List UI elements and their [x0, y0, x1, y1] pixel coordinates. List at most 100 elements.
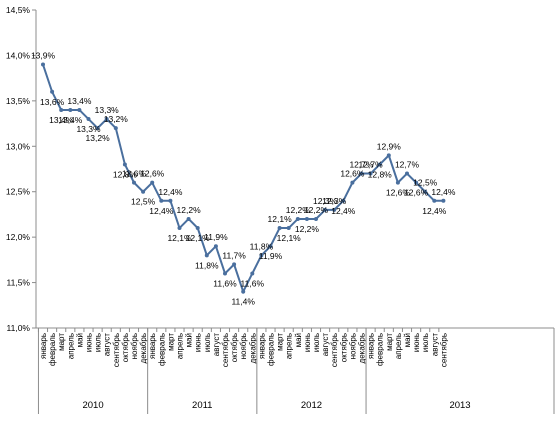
data-label: 12,5% [413, 178, 438, 188]
x-tick-label: август [212, 333, 221, 357]
data-label: 12,6% [140, 169, 165, 179]
data-point [341, 198, 346, 203]
x-tick-label: декабрь [139, 333, 148, 363]
data-point [277, 226, 282, 231]
data-point [104, 117, 109, 122]
x-tick-label: октябрь [121, 333, 130, 362]
data-label: 13,2% [86, 133, 111, 143]
y-tick-label: 12,0% [6, 232, 31, 242]
data-label: 12,3% [322, 196, 347, 206]
x-tick-label: сентябрь [330, 333, 339, 367]
data-label: 12,4% [158, 187, 183, 197]
x-tick-label: февраль [376, 333, 385, 366]
y-tick-label: 12,5% [6, 187, 31, 197]
x-tick-label: июль [312, 333, 321, 352]
x-tick-label: май [75, 333, 84, 347]
data-point [113, 126, 118, 131]
x-tick-label: апрель [176, 333, 185, 359]
x-tick-label: май [403, 333, 412, 347]
data-label: 13,6% [40, 97, 65, 107]
data-point [95, 126, 100, 131]
year-label: 2013 [449, 400, 470, 411]
data-point [241, 289, 246, 294]
y-tick-label: 11,0% [7, 323, 31, 333]
data-point [41, 62, 45, 67]
data-point [141, 189, 146, 194]
x-tick-label: декабрь [358, 333, 367, 363]
data-label: 12,8% [368, 169, 393, 179]
data-label: 11,9% [259, 251, 283, 261]
data-point [323, 207, 328, 212]
data-point [259, 253, 264, 258]
data-label: 12,2% [286, 205, 311, 215]
x-tick-label: август [103, 333, 112, 357]
data-point [250, 271, 255, 276]
year-label: 2012 [301, 400, 322, 411]
data-point [405, 171, 409, 176]
data-label: 12,2% [177, 205, 202, 215]
data-label: 13,3% [95, 105, 120, 115]
data-point [59, 107, 64, 112]
data-point [150, 180, 155, 185]
year-label: 2010 [82, 400, 103, 411]
data-point [168, 198, 173, 203]
data-label: 12,7% [349, 160, 374, 170]
data-point [423, 189, 428, 194]
data-point [50, 89, 55, 94]
x-tick-label: июль [203, 333, 212, 352]
data-label: 11,6% [213, 278, 237, 288]
data-point [359, 171, 364, 176]
year-label: 2011 [192, 400, 212, 411]
data-point [414, 180, 419, 185]
x-tick-label: январь [367, 333, 376, 359]
data-point [77, 107, 82, 112]
data-label: 12,6% [340, 169, 365, 179]
data-point [286, 226, 291, 231]
data-label: 12,5% [131, 197, 156, 207]
x-tick-label: март [57, 333, 66, 351]
x-tick-label: апрель [285, 333, 294, 359]
data-label: 12,7% [359, 160, 384, 170]
x-tick-label: февраль [157, 333, 166, 366]
data-point [232, 262, 237, 267]
x-tick-label: август [321, 333, 330, 357]
x-tick-label: октябрь [230, 333, 239, 362]
data-label: 12,8% [113, 169, 138, 179]
x-tick-label: апрель [66, 333, 75, 359]
data-label: 11,8% [250, 241, 274, 251]
data-point [186, 216, 191, 221]
data-label: 13,4% [58, 115, 83, 125]
x-tick-label: июнь [412, 333, 421, 352]
data-label: 12,6% [122, 169, 147, 179]
x-tick-label: сентябрь [112, 333, 121, 367]
data-point [368, 171, 373, 176]
data-label: 12,4% [422, 206, 447, 216]
x-tick-label: июнь [85, 333, 94, 352]
data-point [204, 253, 209, 258]
data-label: 12,4% [431, 187, 456, 197]
x-tick-label: ноябрь [239, 333, 248, 359]
y-tick-label: 13,0% [6, 141, 31, 151]
x-tick-label: февраль [48, 333, 57, 366]
data-point [177, 226, 182, 231]
y-axis: 11,0% 11,5% 12,0% 12,5% 13,0% 13,5% 14,0% 14,5% [6, 5, 37, 333]
y-tick-label: 13,5% [6, 96, 31, 106]
data-point [268, 244, 273, 249]
data-label: 13,4% [67, 96, 92, 106]
data-label: 12,4% [331, 206, 356, 216]
data-label: 11,4% [231, 297, 255, 307]
data-label: 11,8% [195, 260, 219, 270]
data-point [332, 207, 337, 212]
data-point [159, 198, 164, 203]
data-label: 12,7% [395, 160, 420, 170]
x-tick-label: январь [39, 333, 48, 359]
data-point [304, 216, 309, 221]
data-label: 12,1% [268, 214, 293, 224]
x-tick-label: июль [94, 333, 103, 352]
data-label: 12,6% [404, 188, 429, 198]
x-tick-label: июнь [194, 333, 203, 352]
data-label: 11,6% [241, 278, 265, 288]
data-point [132, 180, 136, 185]
data-label: 13,3% [76, 124, 101, 134]
